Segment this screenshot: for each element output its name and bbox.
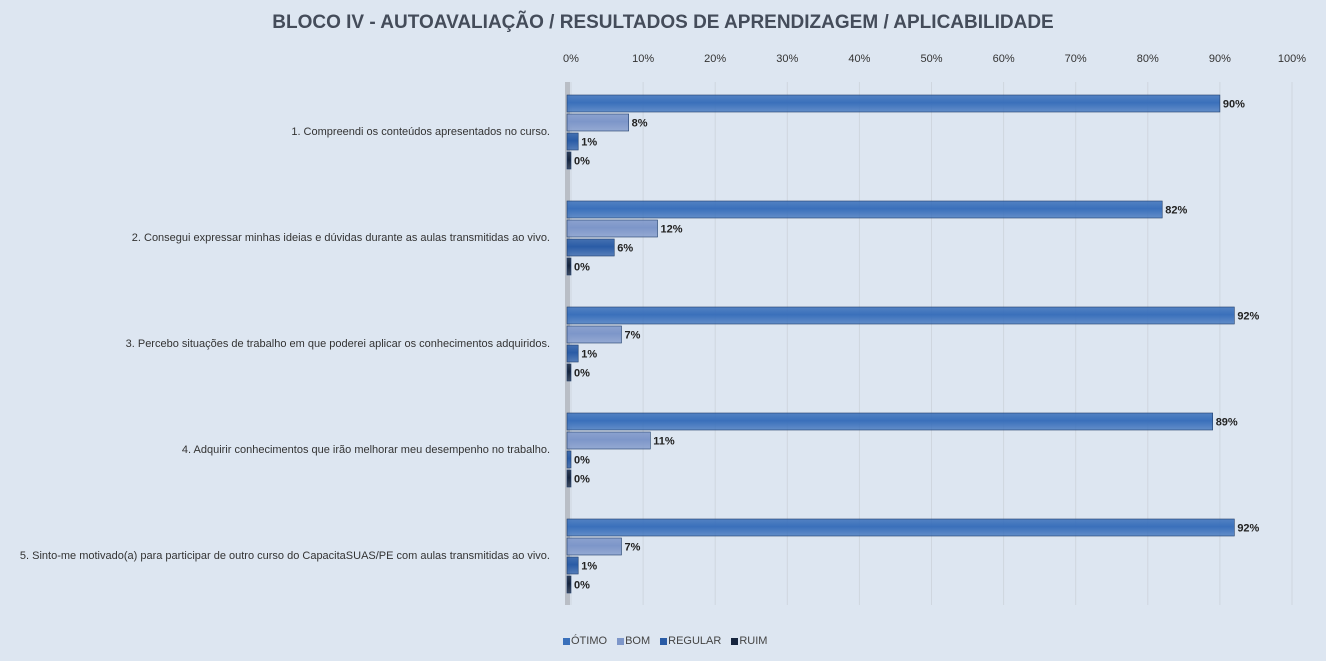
bar-regular [566, 132, 579, 151]
x-tick-label: 90% [1209, 53, 1231, 65]
data-label: 90% [1223, 99, 1245, 111]
data-label: 0% [574, 368, 590, 380]
data-label: 1% [581, 137, 597, 149]
data-label: 92% [1237, 311, 1259, 323]
legend-label: REGULAR [668, 635, 722, 647]
legend-item[interactable]: RUIM [731, 635, 767, 647]
bar-regular [566, 556, 579, 575]
bar-ótimo [566, 200, 1163, 219]
data-label: 0% [574, 580, 590, 592]
legend-label: BOM [625, 635, 651, 647]
bar-bom [566, 219, 658, 238]
bar-ótimo [566, 306, 1235, 325]
data-label: 1% [581, 561, 597, 573]
bar-regular [566, 238, 615, 257]
data-label: 12% [661, 224, 683, 236]
bar-ruim [566, 151, 572, 170]
legend-swatch-icon [660, 637, 668, 645]
bar-bom [566, 325, 622, 344]
legend-item[interactable]: ÓTIMO [563, 635, 607, 647]
legend-item[interactable]: REGULAR [660, 635, 721, 647]
legend: ÓTIMO BOM REGULAR RUIM [563, 635, 767, 647]
x-tick-label: 10% [632, 53, 654, 65]
category-label: 4. Adquirir conhecimentos que irão melho… [182, 444, 550, 456]
data-label: 8% [632, 118, 648, 130]
legend-swatch-icon [617, 637, 625, 645]
data-label: 0% [574, 474, 590, 486]
legend-swatch-icon [563, 637, 570, 645]
data-label: 0% [574, 156, 590, 168]
legend-item[interactable]: BOM [617, 635, 650, 647]
bar-ótimo [566, 94, 1221, 113]
x-tick-label: 40% [848, 53, 870, 65]
x-tick-label: 100% [1278, 53, 1306, 65]
data-label: 7% [624, 542, 640, 554]
x-tick-label: 20% [704, 53, 726, 65]
category-label: 3. Percebo situações de trabalho em que … [126, 338, 550, 350]
data-label: 6% [617, 243, 633, 255]
data-label: 92% [1237, 523, 1259, 535]
data-label: 11% [653, 436, 675, 448]
legend-swatch-icon [731, 637, 739, 645]
bar-ótimo [566, 518, 1235, 537]
data-label: 82% [1165, 205, 1187, 217]
bar-ruim [566, 469, 572, 488]
bar-regular [566, 450, 572, 469]
x-tick-label: 80% [1137, 53, 1159, 65]
axis-wall [565, 82, 570, 605]
bar-regular [566, 344, 579, 363]
data-label: 7% [624, 330, 640, 342]
x-tick-label: 50% [920, 53, 942, 65]
data-label: 0% [574, 262, 590, 274]
bar-bom [566, 537, 622, 556]
bar-bom [566, 113, 629, 132]
chart-title: BLOCO IV - AUTOAVALIAÇÃO / RESULTADOS DE… [272, 12, 1054, 33]
bar-ruim [566, 363, 572, 382]
category-label: 2. Consegui expressar minhas ideias e dú… [132, 232, 550, 244]
x-tick-label: 0% [563, 53, 579, 65]
legend-label: RUIM [739, 635, 768, 647]
category-label: 5. Sinto-me motivado(a) para participar … [20, 550, 550, 562]
legend-label: ÓTIMO [571, 635, 608, 647]
category-label: 1. Compreendi os conteúdos apresentados … [291, 126, 550, 138]
x-tick-label: 60% [993, 53, 1015, 65]
bar-bom [566, 431, 651, 450]
x-tick-label: 30% [776, 53, 798, 65]
x-tick-label: 70% [1065, 53, 1087, 65]
data-label: 1% [581, 349, 597, 361]
data-label: 0% [574, 455, 590, 467]
data-label: 89% [1216, 417, 1238, 429]
bar-ruim [566, 257, 572, 276]
bar-ótimo [566, 412, 1213, 431]
bar-ruim [566, 575, 572, 594]
